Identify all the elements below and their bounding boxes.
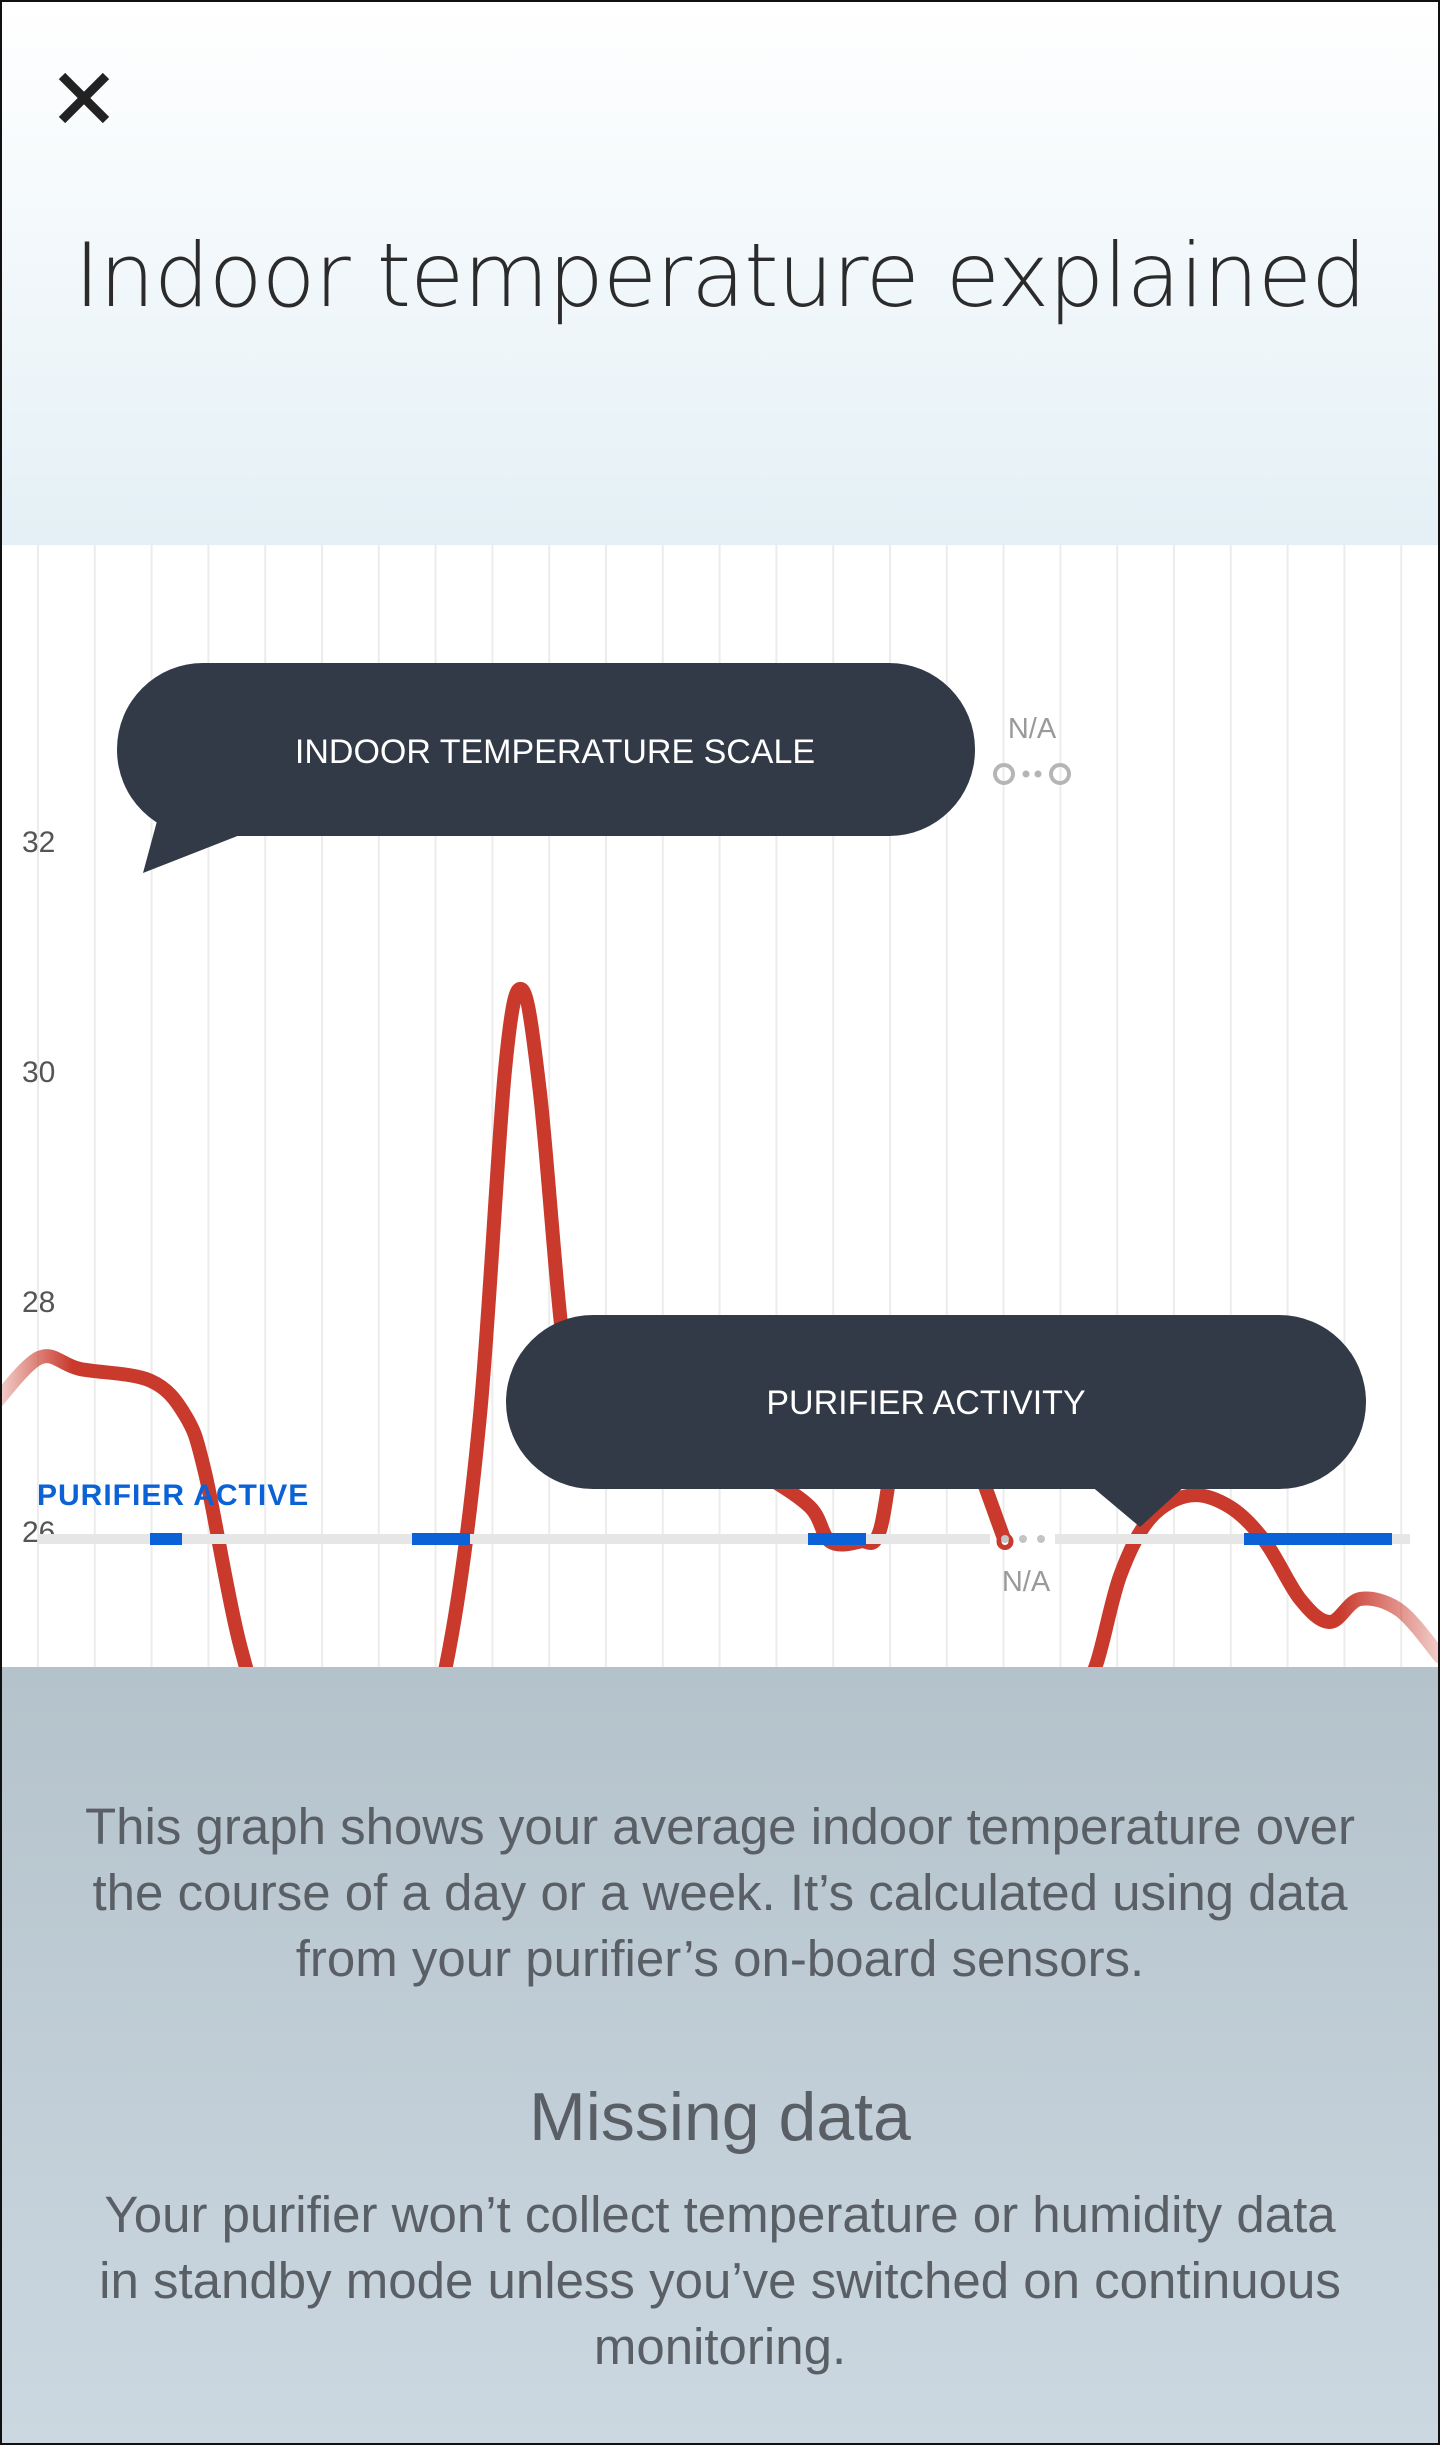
na-dot-right [1049,763,1071,785]
page-title: Indoor temperature explained [74,224,1367,327]
activity-callout-label: PURIFIER ACTIVITY [766,1384,1085,1422]
description-text: This graph shows your average indoor tem… [85,1798,1355,1987]
activity-callout-tail [1090,1485,1186,1527]
purifier-active-label: PURIFIER ACTIVE [37,1479,309,1512]
y-tick-label: 30 [22,1056,55,1089]
track-gap-dot [1037,1535,1045,1543]
na-label-bottom: N/A [1002,1566,1051,1598]
y-tick-label: 26 [22,1516,55,1549]
na-indicator-top: N/A [993,713,1071,785]
track-gap-dot [1001,1535,1009,1543]
missing-data-heading: Missing data [529,2079,911,2155]
scale-callout-tail [143,810,240,873]
track-gap-dot [1019,1535,1027,1543]
close-button[interactable] [48,62,120,134]
na-label-top: N/A [1008,713,1057,745]
scale-callout-label: INDOOR TEMPERATURE SCALE [295,733,815,771]
scale-callout-body [117,663,975,836]
na-dot-small-2 [1034,770,1042,778]
activity-callout: PURIFIER ACTIVITY [506,1315,1366,1527]
na-dot-small-1 [1022,770,1030,778]
missing-data-text: Your purifier won’t collect temperature … [99,2186,1341,2375]
chart-svg: 323028262422 N/A INDOOR TEMPERATURE SCAL… [0,545,1440,1667]
activity-callout-body [506,1315,1366,1489]
header: Indoor temperature explained [0,0,1440,545]
temperature-chart: 323028262422 N/A INDOOR TEMPERATURE SCAL… [0,545,1440,1667]
close-icon[interactable] [48,62,120,134]
scale-callout: INDOOR TEMPERATURE SCALE [117,663,975,873]
purifier-track [38,1533,1410,1545]
temperature-line-segment [1087,1488,1440,1667]
y-tick-label: 28 [22,1286,55,1319]
y-tick-label: 32 [22,826,55,859]
na-dot-left [993,763,1015,785]
explanation-panel: This graph shows your average indoor tem… [0,1667,1440,2445]
